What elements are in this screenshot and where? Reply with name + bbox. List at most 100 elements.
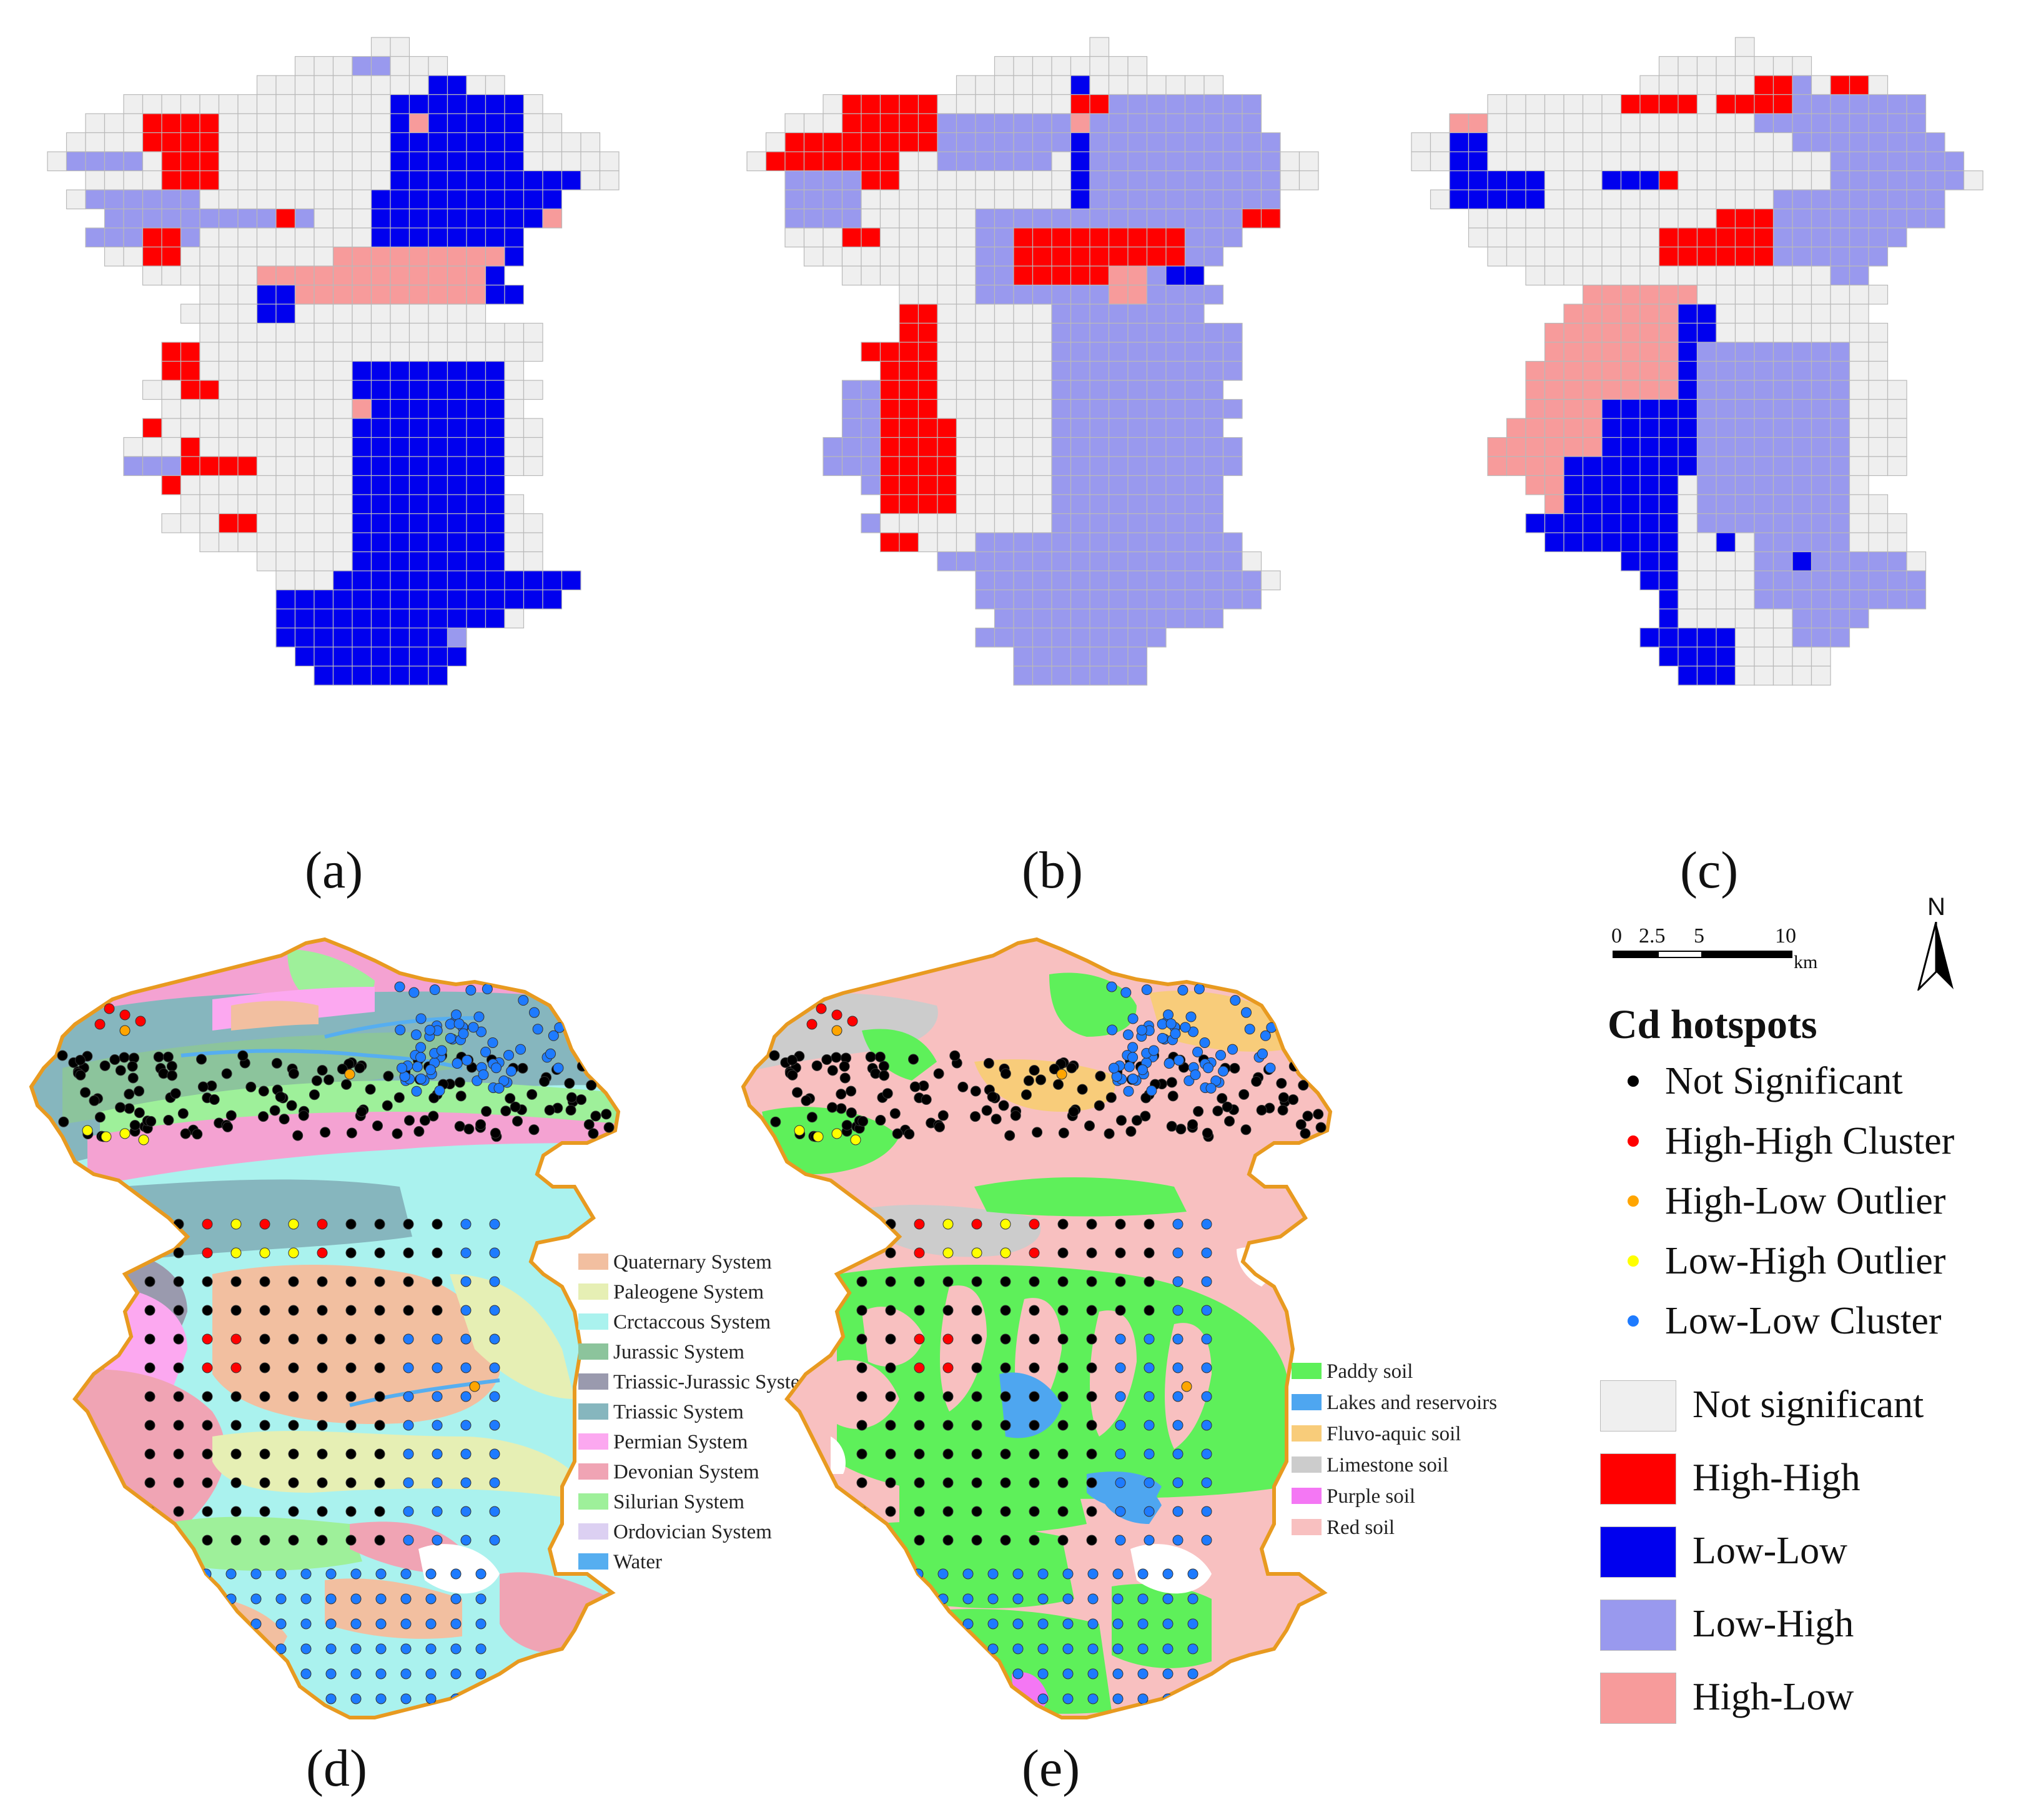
grid-cell xyxy=(180,151,200,172)
grid-cell xyxy=(485,532,505,553)
sample-point xyxy=(230,1391,242,1402)
grid-cell xyxy=(199,151,220,172)
grid-cell xyxy=(937,380,957,400)
grid-cell xyxy=(275,551,296,571)
sample-point xyxy=(197,1081,209,1092)
grid-cell xyxy=(1242,189,1262,210)
grid-cell xyxy=(485,360,505,381)
sample-point xyxy=(1000,1247,1011,1259)
sample-point xyxy=(794,1125,805,1136)
soil-legend-swatch xyxy=(1292,1456,1322,1473)
grid-cell xyxy=(256,189,277,210)
grid-cell xyxy=(1468,151,1488,172)
grid-cell xyxy=(1830,113,1851,134)
sample-point xyxy=(1163,1009,1174,1021)
grid-cell xyxy=(218,151,239,172)
sample-point xyxy=(432,1391,443,1402)
grid-cell xyxy=(237,475,258,495)
grid-cell xyxy=(1754,532,1774,553)
grid-cell xyxy=(1032,532,1052,553)
grid-cell xyxy=(332,570,353,591)
sample-point xyxy=(962,1593,974,1605)
grid-cell xyxy=(485,284,505,305)
grid-cell xyxy=(370,304,391,324)
grid-cell xyxy=(1108,380,1129,400)
grid-cell xyxy=(994,189,1014,210)
grid-cell xyxy=(408,513,429,533)
grid-cell xyxy=(1658,94,1679,114)
grid-cell xyxy=(1716,342,1736,362)
grid-cell xyxy=(1222,360,1243,381)
grid-cell xyxy=(1127,342,1148,362)
grid-cell xyxy=(1830,360,1851,381)
grid-cell xyxy=(1089,570,1110,591)
grid-cell xyxy=(1222,437,1243,457)
sample-point xyxy=(1029,1420,1040,1431)
grid-cell xyxy=(1184,75,1205,96)
grid-cell xyxy=(1070,494,1090,515)
sample-point xyxy=(914,1448,925,1460)
grid-cell xyxy=(1487,227,1508,248)
grid-cell xyxy=(352,132,372,152)
grid-cell xyxy=(1734,132,1755,152)
grid-cell xyxy=(390,551,410,571)
sample-point xyxy=(298,1110,309,1121)
sample-point xyxy=(400,1593,412,1605)
grid-cell xyxy=(823,151,843,172)
grid-cell xyxy=(1146,227,1167,248)
grid-cell xyxy=(180,208,200,229)
sample-point xyxy=(885,1247,896,1259)
grid-cell xyxy=(1582,94,1603,114)
grid-cell xyxy=(314,398,334,419)
sample-point xyxy=(856,1276,867,1287)
geology-legend-swatch xyxy=(578,1343,608,1360)
grid-cell xyxy=(1582,227,1603,248)
grid-cell xyxy=(899,380,919,400)
sample-point xyxy=(1199,1037,1210,1048)
sample-point xyxy=(885,1477,896,1488)
grid-cell xyxy=(523,151,543,172)
sample-point xyxy=(279,1114,290,1125)
sample-point xyxy=(971,1506,982,1517)
sample-point xyxy=(811,1060,823,1071)
grid-cell xyxy=(1525,246,1546,267)
sample-point xyxy=(1086,1391,1097,1402)
grid-cell xyxy=(218,304,239,324)
grid-cell xyxy=(142,170,162,190)
grid-cell xyxy=(1792,304,1812,324)
grid-cell xyxy=(1525,437,1546,457)
grid-cell xyxy=(104,113,124,134)
grid-cell xyxy=(218,265,239,286)
sample-point xyxy=(275,1568,287,1580)
grid-cell xyxy=(256,94,277,114)
sample-point xyxy=(1170,1028,1181,1039)
sample-point xyxy=(1187,1618,1198,1630)
grid-cell xyxy=(1051,551,1072,571)
grid-cell xyxy=(975,360,996,381)
grid-cell xyxy=(1506,456,1526,477)
sample-point xyxy=(144,1333,156,1345)
sample-point xyxy=(949,1050,961,1061)
sample-point xyxy=(451,1009,462,1021)
grid-cell xyxy=(861,513,881,533)
sample-point xyxy=(460,1448,472,1460)
grid-cell xyxy=(1127,646,1148,667)
sample-point xyxy=(259,1362,270,1373)
grid-cell xyxy=(1051,189,1072,210)
grid-cell xyxy=(1222,570,1243,591)
grid-cell xyxy=(390,608,410,629)
sample-point xyxy=(856,1247,867,1259)
grid-cell xyxy=(1811,551,1831,571)
grid-cell xyxy=(370,342,391,362)
grid-cell xyxy=(447,418,467,438)
grid-cell xyxy=(332,304,353,324)
grid-cell xyxy=(428,342,448,362)
grid-cell xyxy=(1070,551,1090,571)
sample-point xyxy=(862,1593,874,1605)
sample-point xyxy=(1203,1062,1214,1074)
sample-point xyxy=(432,1247,443,1259)
grid-cell xyxy=(841,398,862,419)
grid-cell xyxy=(1620,132,1641,152)
sample-point xyxy=(175,1593,187,1605)
north-arrow-icon xyxy=(1917,922,1954,991)
